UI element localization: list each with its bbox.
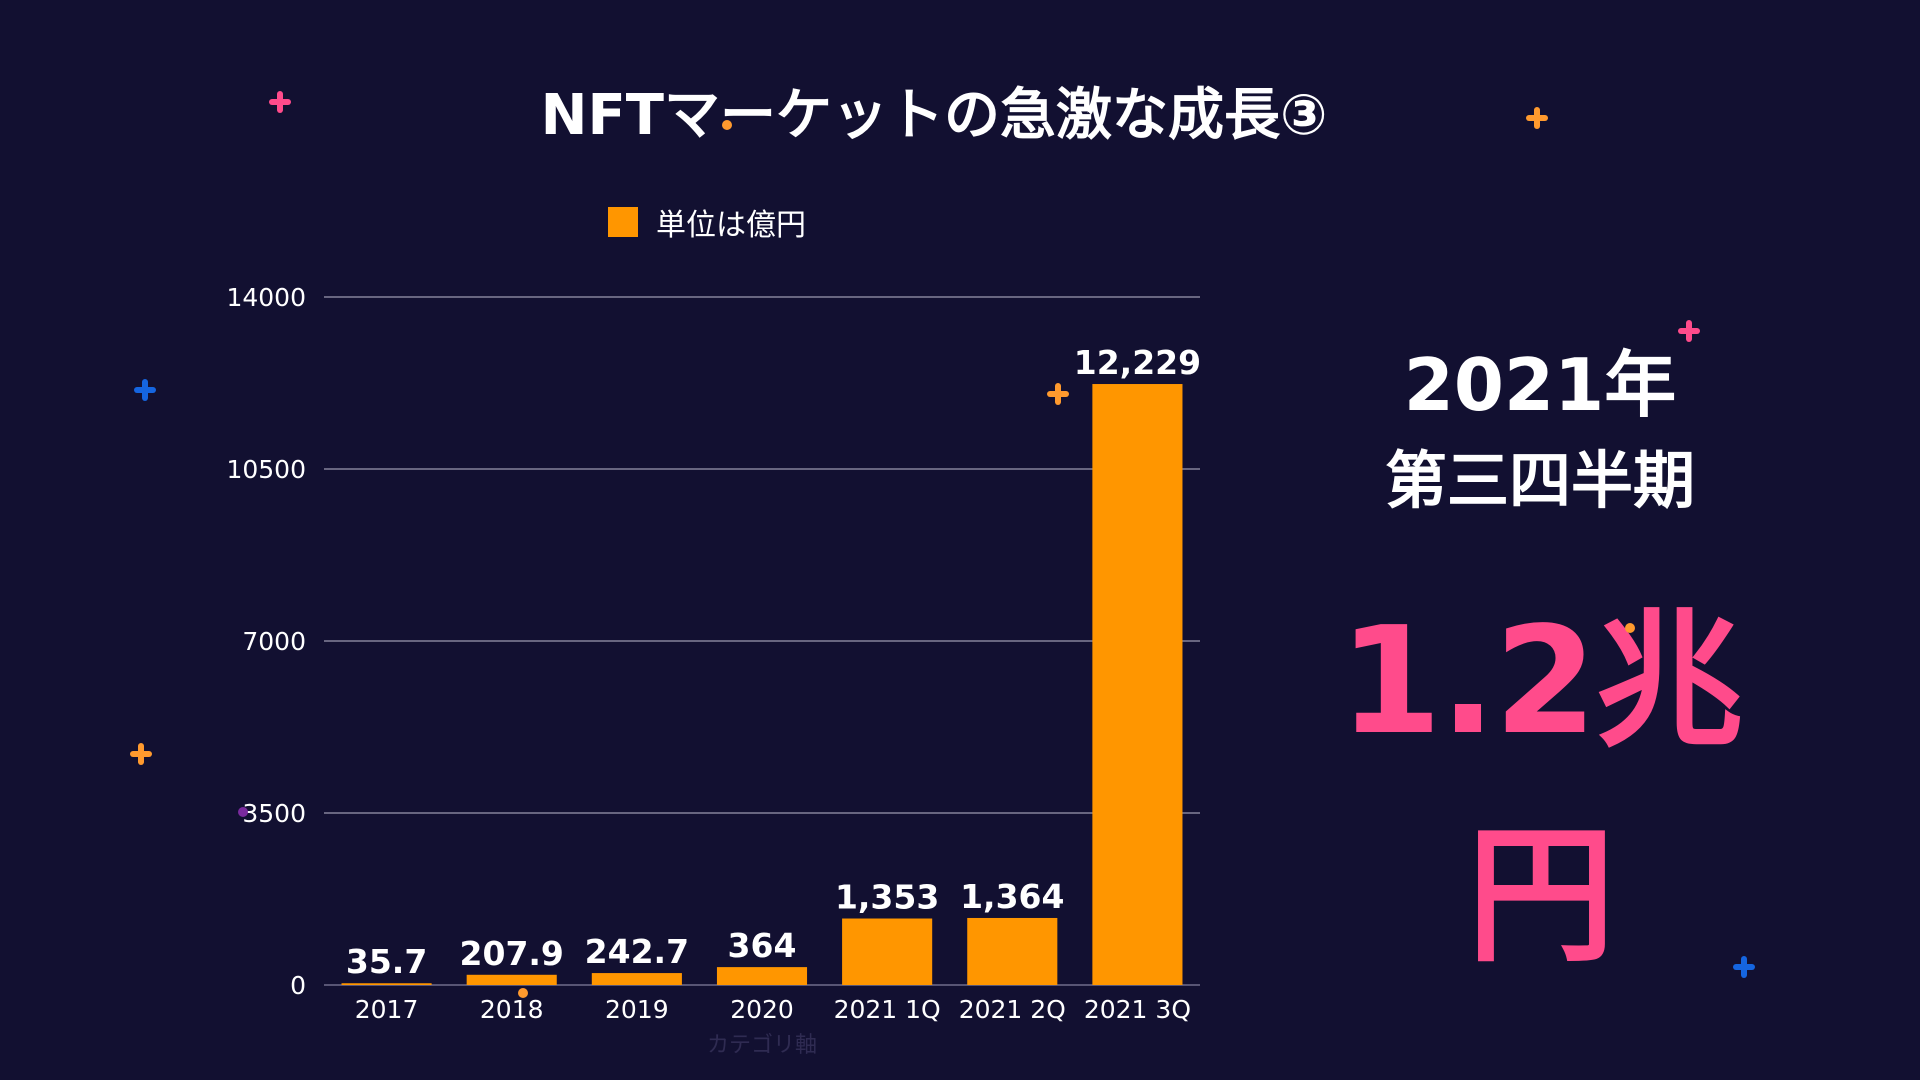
sparkle-pink-icon <box>1676 318 1702 344</box>
chart-legend: 単位は億円 <box>608 204 806 243</box>
x-tick-label: 2021 2Q <box>959 995 1066 1024</box>
x-tick-label: 2018 <box>480 995 544 1024</box>
legend-label: 単位は億円 <box>656 208 806 243</box>
bar <box>967 917 1058 985</box>
x-tick-label: 2021 1Q <box>834 995 941 1024</box>
sparkle-blue-icon <box>132 377 158 403</box>
slide-title: NFTマーケットの急激な成長③ <box>540 83 1328 148</box>
bar <box>716 967 808 985</box>
dot-orange-icon <box>518 988 528 998</box>
bars <box>341 384 1183 986</box>
dot-orange-icon <box>722 120 732 130</box>
y-tick-label: 0 <box>290 971 306 1000</box>
highlight-year: 2021年 <box>1403 343 1677 427</box>
x-tick-label: 2019 <box>605 995 669 1024</box>
dot-purple-icon <box>238 807 248 817</box>
data-label: 242.7 <box>585 932 689 971</box>
data-label: 1,353 <box>835 878 939 917</box>
bar <box>591 973 682 985</box>
sparkle-orange-icon <box>1524 105 1550 131</box>
highlight-quarter: 第三四半期 <box>1384 444 1695 517</box>
y-tick-label: 14000 <box>226 283 306 312</box>
x-tick-label: 2021 3Q <box>1084 995 1191 1024</box>
data-labels: 35.7 207.9 242.7 364 1,353 1,364 12,229 <box>346 343 1201 981</box>
sparkle-pink-icon <box>267 89 293 115</box>
data-label: 207.9 <box>460 934 564 973</box>
sparkle-orange-icon <box>128 741 154 767</box>
y-tick-label: 10500 <box>226 455 306 484</box>
y-axis-ticks: 0 3500 7000 10500 14000 <box>226 283 306 1000</box>
highlight-value: 1.2兆円 <box>1338 595 1743 982</box>
y-tick-label: 3500 <box>242 799 306 828</box>
x-tick-label: 2020 <box>730 995 794 1024</box>
bar <box>842 918 933 985</box>
sparkle-blue-icon <box>1731 954 1757 980</box>
data-label: 35.7 <box>346 942 427 981</box>
x-axis-title: カテゴリ軸 <box>707 1033 817 1058</box>
bar <box>1092 384 1183 986</box>
bar <box>341 983 432 985</box>
x-axis-categories: 2017 2018 2019 2020 2021 1Q 2021 2Q 2021 3Q <box>355 995 1191 1024</box>
legend-swatch <box>608 207 638 237</box>
y-tick-label: 7000 <box>242 627 306 656</box>
data-label: 12,229 <box>1074 343 1201 382</box>
dot-orange-icon <box>1625 623 1635 633</box>
data-label: 1,364 <box>960 877 1064 916</box>
data-label: 364 <box>728 926 797 965</box>
x-tick-label: 2017 <box>355 995 419 1024</box>
bar <box>466 974 557 985</box>
sparkle-orange-icon <box>1045 381 1071 407</box>
